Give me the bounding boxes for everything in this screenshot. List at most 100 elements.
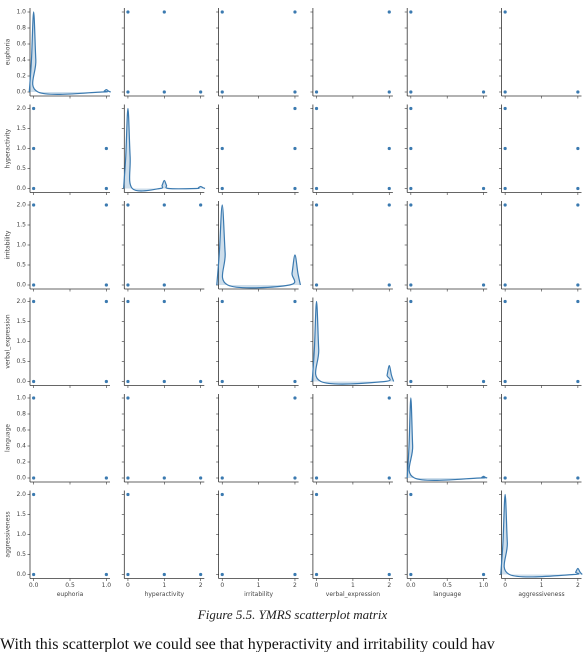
x-tick-label: 0 xyxy=(315,582,319,589)
scatter-point xyxy=(387,572,391,577)
scatter-point xyxy=(293,106,297,111)
scatter-point xyxy=(576,299,580,304)
x-tick-label: 2 xyxy=(199,582,203,589)
kde-area xyxy=(123,108,206,191)
y-tick-label: 0.8 xyxy=(16,411,26,418)
scatter-point xyxy=(387,203,391,207)
scatter-point xyxy=(220,572,224,577)
y-tick-label: 0.0 xyxy=(16,185,26,192)
y-tick-label: 0.6 xyxy=(16,427,26,434)
scatter-point xyxy=(162,379,166,384)
scatter-point xyxy=(32,379,36,384)
x-tick-label: 1 xyxy=(351,582,355,589)
x-tick-label: 1 xyxy=(540,582,544,589)
y-axis-label: irritability xyxy=(5,230,12,259)
kde-line xyxy=(28,11,111,95)
y-tick-label: 1.5 xyxy=(16,125,26,132)
scatter-point xyxy=(293,186,297,191)
scatter-point xyxy=(199,90,203,94)
y-tick-label: 0.5 xyxy=(16,165,26,172)
kde-line xyxy=(500,493,583,578)
scatter-point xyxy=(387,10,391,14)
scatter-point xyxy=(162,299,166,304)
scatter-point xyxy=(104,203,108,207)
scatter-point xyxy=(314,106,319,111)
scatter-point xyxy=(293,146,297,151)
x-tick-label: 0.0 xyxy=(29,582,39,589)
scatter-point xyxy=(220,10,224,14)
y-tick-label: 0.4 xyxy=(16,443,26,450)
scatter-point xyxy=(481,283,486,287)
scatter-point xyxy=(503,90,507,94)
kde-area xyxy=(312,301,394,385)
scatter-point xyxy=(32,396,36,400)
y-tick-label: 0.0 xyxy=(16,282,26,289)
x-axis-label: hyperactivity xyxy=(145,591,185,598)
scatter-point xyxy=(387,146,391,151)
scatter-point xyxy=(503,203,507,207)
scatter-point xyxy=(576,476,580,480)
y-tick-label: 1.0 xyxy=(16,9,26,16)
scatter-point xyxy=(220,186,224,191)
scatter-point xyxy=(576,90,580,94)
scatter-point xyxy=(162,203,166,207)
scatter-point xyxy=(220,492,224,497)
scatter-point xyxy=(314,492,319,497)
scatter-point xyxy=(387,283,391,287)
y-axis-label: language xyxy=(5,424,12,452)
y-tick-label: 0.0 xyxy=(16,89,26,96)
y-tick-label: 0.0 xyxy=(16,475,26,482)
scatter-point xyxy=(220,90,224,94)
scatter-point xyxy=(503,379,507,384)
y-tick-label: 1.0 xyxy=(16,338,26,345)
scatter-point xyxy=(409,572,413,577)
x-axis-label: language xyxy=(433,591,461,598)
x-tick-label: 1 xyxy=(257,582,261,589)
scatter-point xyxy=(126,90,130,94)
scatter-point xyxy=(503,283,507,287)
scatter-point xyxy=(32,476,36,480)
x-tick-label: 0.0 xyxy=(406,582,416,589)
scatter-point xyxy=(32,299,36,304)
scatter-point xyxy=(576,379,580,384)
y-axis-label: hyperactivity xyxy=(5,128,12,168)
scatter-point xyxy=(32,492,36,497)
scatter-point xyxy=(409,186,413,191)
y-tick-label: 2.0 xyxy=(16,298,26,305)
kde-area xyxy=(216,205,301,288)
scatter-point xyxy=(126,379,130,384)
scatter-point xyxy=(220,476,224,480)
scatter-point xyxy=(503,10,507,14)
kde-area xyxy=(29,12,111,95)
y-axis-label: euphoria xyxy=(5,38,12,65)
scatter-point xyxy=(314,572,319,577)
scatter-point xyxy=(104,476,108,480)
y-tick-label: 1.0 xyxy=(16,531,26,538)
x-axis-label: euphoria xyxy=(57,591,84,598)
y-tick-label: 0.2 xyxy=(16,459,26,466)
scatter-point xyxy=(126,396,130,400)
scatter-point xyxy=(220,299,224,304)
y-axis-label: verbal_expression xyxy=(5,314,12,368)
scatter-point xyxy=(293,10,297,14)
scatter-point xyxy=(409,106,413,111)
scatter-point xyxy=(409,146,413,151)
x-axis-label: aggressiveness xyxy=(518,591,564,598)
scatter-point xyxy=(199,203,203,207)
x-axis-label: verbal_expression xyxy=(326,591,380,598)
scatter-point xyxy=(104,379,108,384)
scatter-point xyxy=(409,299,413,304)
scatter-point xyxy=(387,476,391,480)
x-tick-label: 2 xyxy=(293,582,297,589)
x-tick-label: 0.5 xyxy=(65,582,75,589)
scatter-point xyxy=(481,186,486,191)
scatter-point xyxy=(162,572,166,577)
scatter-point xyxy=(126,10,130,14)
scatterplot-matrix: 0.0 0.2 0.4 0.6 0.8 1.0 euphoria 0.0 0.5 1.0 1.5 2.… xyxy=(5,8,583,598)
scatter-point xyxy=(162,283,166,287)
scatter-point xyxy=(162,90,166,94)
scatter-point xyxy=(314,203,319,207)
scatter-point xyxy=(503,146,507,151)
scatter-point xyxy=(104,146,108,151)
kde-line xyxy=(122,107,206,192)
